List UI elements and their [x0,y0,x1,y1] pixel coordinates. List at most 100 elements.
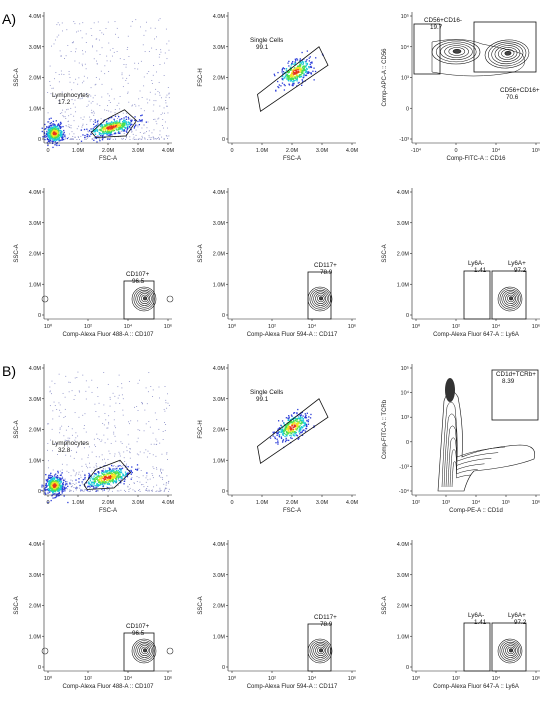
event-dot [104,476,107,478]
event-dot [85,463,87,465]
event-dot [168,488,170,490]
event-dot [302,71,304,73]
event-dot [68,381,70,383]
event-dot [127,91,129,93]
event-dot [113,476,116,479]
event-dot [61,488,63,491]
event-dot [155,138,157,140]
event-dot [101,32,103,34]
event-dot [142,475,144,477]
event-dot [303,66,305,68]
event-dot [141,138,143,140]
event-dot [147,479,149,481]
event-dot [59,24,61,26]
event-dot [294,62,297,64]
event-dot [50,134,52,137]
event-dot [93,478,95,481]
event-dot [94,119,96,121]
event-dot [150,27,152,29]
event-dot [106,130,108,132]
event-dot [127,123,129,126]
event-dot [286,74,289,76]
event-dot [153,468,155,470]
event-dot [138,138,140,140]
event-dot [114,435,116,437]
event-dot [305,64,308,66]
event-dot [126,125,129,128]
event-dot [164,422,165,423]
event-dot [146,487,148,489]
event-dot [80,474,82,476]
event-dot [295,67,297,70]
event-dot [286,78,288,80]
event-dot [94,403,96,405]
event-dot [104,73,106,75]
event-dot [310,73,313,75]
event-dot [281,78,284,81]
event-dot [275,90,277,92]
event-dot [122,475,124,477]
event-dot [103,479,105,481]
event-dot [129,423,130,425]
event-dot [70,455,72,457]
event-dot [69,77,71,79]
event-dot [282,67,285,69]
event-dot [44,123,46,126]
event-dot [135,19,137,21]
event-dot [302,77,304,79]
event-dot [42,136,44,138]
event-dot [57,482,59,485]
event-dot [282,432,285,435]
event-dot [292,434,295,437]
event-dot [287,433,289,435]
gate-percent: 1.41 [474,267,487,274]
gate-percent: 70.6 [506,94,519,101]
event-dot [305,70,308,73]
event-dot [108,472,110,474]
event-dot [120,441,122,443]
event-dot [291,421,293,424]
event-dot [119,123,121,125]
event-dot [60,126,62,128]
event-dot [101,128,103,130]
event-dot [108,132,110,134]
event-dot [57,485,59,487]
event-dot [124,126,126,129]
event-dot [101,480,103,482]
event-dot [102,474,105,476]
event-dot [134,116,136,118]
event-dot [285,427,288,430]
event-dot [86,135,88,137]
event-dot [68,71,70,72]
event-dot [300,61,303,63]
event-dot [114,425,116,427]
event-dot [121,130,123,132]
event-dot [128,122,131,124]
event-dot [49,487,52,490]
event-dot [148,421,150,422]
event-dot [59,485,61,487]
event-dot [51,140,53,142]
event-dot [85,137,87,139]
y-tick-label: 1.0M [213,106,226,112]
event-dot [106,479,108,482]
event-dot [84,478,86,480]
event-dot [89,462,90,464]
event-dot [118,115,120,118]
event-dot [99,140,101,142]
event-dot [111,480,113,483]
x-tick-label: 10⁴ [124,675,133,682]
event-dot [109,474,111,476]
event-dot [119,455,121,457]
event-dot [93,483,95,485]
event-dot [41,486,43,488]
event-dot [78,136,79,138]
event-dot [299,64,302,67]
event-dot [150,443,152,445]
event-dot [112,392,114,394]
event-dot [113,474,115,477]
event-dot [50,483,53,485]
event-dot [90,475,92,477]
event-dot [165,424,167,425]
